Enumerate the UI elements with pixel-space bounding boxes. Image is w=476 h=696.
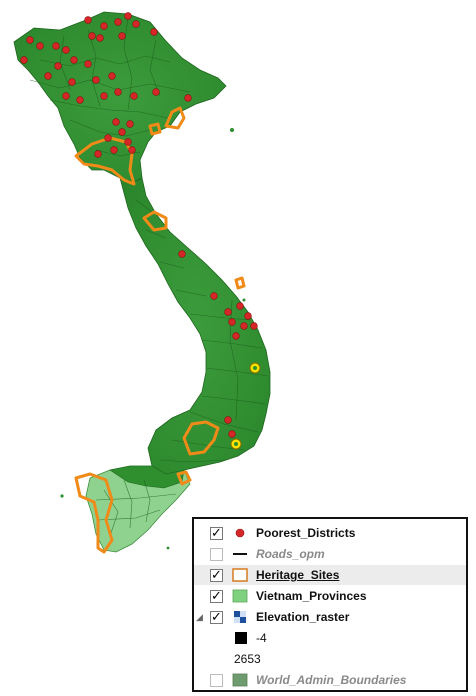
poorest-district [76, 96, 84, 104]
poorest-district [36, 42, 44, 50]
poorest-district [210, 292, 218, 300]
poorest-district [44, 72, 52, 80]
ramp-max-value: 2653 [234, 652, 261, 666]
poorest-district [94, 150, 102, 158]
raster-icon [234, 611, 246, 623]
checkbox-elevation-raster[interactable]: ✓ [210, 609, 223, 625]
poorest-district [112, 118, 120, 126]
poorest-district [124, 138, 132, 146]
poorest-district [84, 60, 92, 68]
legend-label-world-admin: World_Admin_Boundaries [256, 673, 407, 687]
legend-row-ramp-min: -4 [194, 628, 466, 648]
checkbox-heritage-sites[interactable]: ✓ [210, 567, 223, 583]
poorest-district [68, 78, 76, 86]
poorest-district [236, 302, 244, 310]
legend-row-elevation-raster[interactable]: ◢ ✓ Elevation_raster [194, 607, 466, 627]
poorest-district [118, 128, 126, 136]
checkbox-world-admin[interactable] [210, 673, 223, 687]
poorest-district [178, 250, 186, 258]
checkbox-poorest-districts[interactable]: ✓ [210, 525, 223, 541]
poorest-district [70, 56, 78, 64]
layers-legend-panel[interactable]: ✓ Poorest_Districts Roads_opm ✓ Heritage… [192, 517, 468, 692]
poorest-district [124, 12, 132, 20]
poorest-district [184, 94, 192, 102]
legend-row-poorest-districts[interactable]: ✓ Poorest_Districts [194, 523, 466, 543]
poorest-district [84, 16, 92, 24]
heritage-site-north-3 [148, 122, 162, 136]
legend-row-roads[interactable]: Roads_opm [194, 544, 466, 564]
poorest-district [228, 318, 236, 326]
vietnam-south-delta-dark [109, 465, 185, 489]
poorest-district [110, 146, 118, 154]
green-fill-box-icon [232, 589, 248, 603]
legend-row-heritage-sites[interactable]: ✓ Heritage_Sites [194, 565, 466, 585]
poorest-district [108, 72, 116, 80]
poorest-district [150, 28, 158, 36]
checkbox-vietnam-provinces[interactable]: ✓ [210, 588, 223, 604]
province-boundaries [29, 17, 269, 537]
poorest-district [240, 322, 248, 330]
heritage-site-delta-1 [74, 472, 114, 554]
poorest-district [62, 46, 70, 54]
heritage-site-central-2 [234, 276, 246, 290]
legend-row-world-admin[interactable]: World_Admin_Boundaries [194, 670, 466, 690]
legend-row-ramp-max: 2653 [194, 649, 466, 669]
red-dot-icon [235, 528, 245, 538]
poorest-district [54, 62, 62, 70]
poorest-district [244, 312, 252, 320]
checkbox-roads[interactable] [210, 547, 223, 561]
legend-label-elevation-raster: Elevation_raster [256, 610, 350, 624]
poorest-district [126, 120, 134, 128]
line-icon [233, 553, 247, 555]
poorest-district [26, 36, 34, 44]
poorest-districts [20, 12, 258, 438]
heritage-site-south-2 [176, 470, 192, 486]
grey-fill-box-icon [232, 673, 248, 687]
poorest-district [88, 32, 96, 40]
poorest-district [232, 332, 240, 340]
poorest-district [250, 322, 258, 330]
legend-row-vietnam-provinces[interactable]: ✓ Vietnam_Provinces [194, 586, 466, 606]
collapse-arrow-icon[interactable]: ◢ [196, 611, 203, 622]
black-swatch-icon [235, 632, 247, 644]
poorest-district [96, 34, 104, 42]
heritage-site-north-2 [164, 106, 186, 130]
poorest-district [52, 42, 60, 50]
legend-label-poorest-districts: Poorest_Districts [256, 526, 356, 540]
poorest-district [92, 76, 100, 84]
poorest-district [152, 88, 160, 96]
vietnam-central-region [119, 177, 271, 475]
poorest-district [114, 88, 122, 96]
legend-label-heritage-sites: Heritage_Sites [256, 568, 340, 582]
heritage-site-central-1 [142, 210, 168, 232]
ramp-min-value: -4 [256, 631, 267, 645]
poorest-district [104, 134, 112, 142]
legend-label-roads: Roads_opm [256, 547, 325, 561]
poorest-district [62, 92, 70, 100]
poorest-district [128, 146, 136, 154]
poorest-district [132, 20, 140, 28]
poorest-district [228, 430, 236, 438]
poorest-district [130, 92, 138, 100]
poorest-district [100, 22, 108, 30]
orange-outline-box-icon [232, 568, 248, 582]
poorest-district [224, 416, 232, 424]
highlighted-sites [230, 362, 261, 450]
poorest-district [20, 56, 28, 64]
poorest-district [224, 308, 232, 316]
highlighted-site-core [234, 442, 238, 446]
poorest-district [114, 18, 122, 26]
highlighted-site-core [253, 366, 257, 370]
legend-label-vietnam-provinces: Vietnam_Provinces [256, 589, 367, 603]
poorest-district [118, 32, 126, 40]
heritage-site-south-1 [182, 420, 220, 456]
poorest-district [100, 92, 108, 100]
